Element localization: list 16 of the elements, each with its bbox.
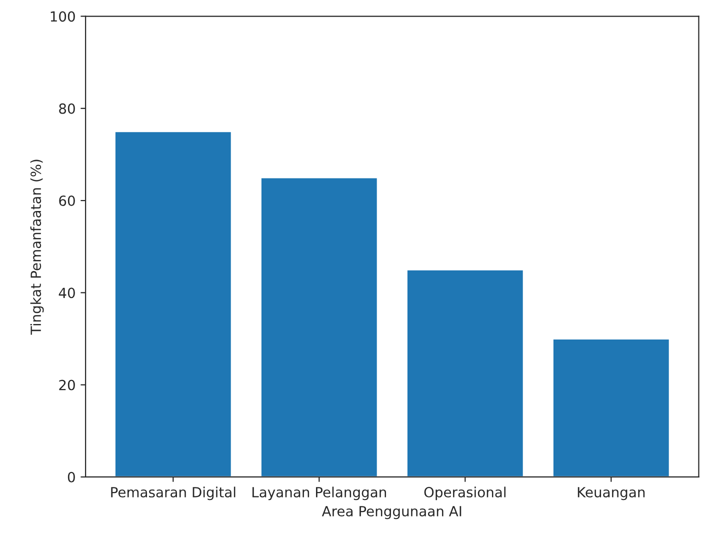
x-tick-label: Pemasaran Digital (111, 486, 236, 500)
x-tick-label: Operasional (424, 486, 506, 500)
bar (552, 338, 670, 477)
y-tick-label: 100 (50, 11, 75, 22)
y-tick-label: 0 (68, 472, 75, 482)
bar (114, 130, 232, 477)
y-axis-title: Tingkat Pemanfaatan (%) (30, 160, 44, 335)
bar (406, 268, 524, 477)
y-tick-label: 60 (59, 196, 75, 206)
x-tick-label: Layanan Pelanggan (252, 486, 386, 500)
x-tick-label: Keuangan (578, 487, 645, 500)
bar (260, 176, 378, 477)
y-tick-label: 80 (59, 103, 75, 114)
x-axis-title: Area Penggunaan AI (322, 506, 462, 520)
y-tick-label: 20 (59, 380, 75, 390)
y-tick-label: 40 (58, 288, 75, 298)
